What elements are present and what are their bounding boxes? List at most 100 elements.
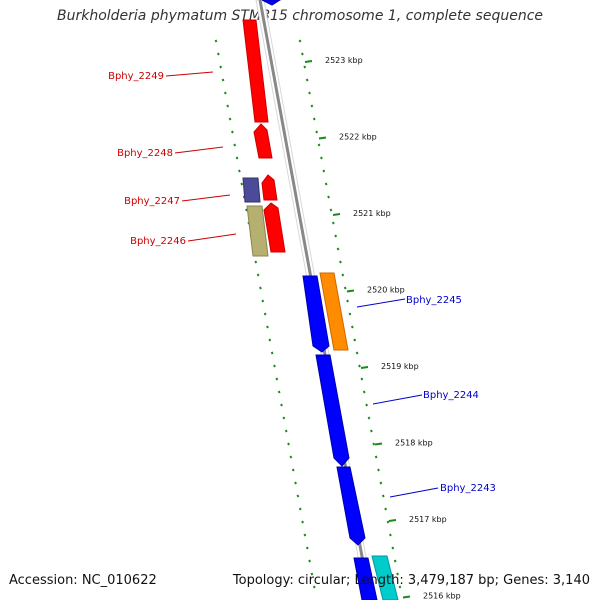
ruler-tick	[238, 169, 241, 173]
ruler-tick	[324, 182, 328, 186]
gene-top-blue-arrow[interactable]	[261, 0, 281, 6]
ruler-kbp-label: 2519 kbp	[381, 362, 419, 371]
ruler-tick	[320, 156, 323, 160]
ruler-major-tick	[388, 519, 397, 522]
label-bphy-2248[interactable]: Bphy_2248	[117, 148, 173, 159]
ruler-tick	[396, 572, 399, 576]
label-bphy-2246[interactable]: Bphy_2246	[130, 236, 186, 247]
gene-bphy-2249-arrow[interactable]	[242, 19, 269, 123]
ruler-major-tick	[318, 136, 327, 140]
ruler-tick	[263, 312, 267, 316]
ruler-tick	[245, 208, 248, 212]
ruler-tick	[386, 520, 390, 524]
gene-purple-feature[interactable]	[242, 177, 261, 203]
ruler-tick	[308, 91, 311, 95]
ruler-tick	[329, 208, 333, 212]
ruler-tick	[277, 390, 281, 394]
ruler-tick	[287, 442, 290, 446]
ruler-tick	[350, 325, 354, 329]
leader-bphy-2246	[187, 233, 237, 242]
ruler-tick	[308, 559, 311, 563]
ruler-kbp-label: 2516 kbp	[423, 592, 461, 600]
ruler-tick	[393, 559, 397, 563]
ruler-tick	[282, 416, 286, 420]
ruler-major-tick	[402, 595, 411, 599]
ruler-tick	[331, 221, 335, 225]
ruler-tick	[346, 299, 349, 303]
ruler-tick	[289, 455, 293, 459]
ruler-tick	[305, 78, 309, 82]
ruler-tick	[284, 429, 288, 433]
ruler-labels: 2523 kbp 2522 kbp 2521 kbp 2520 kbp 2519 kbp…	[325, 56, 461, 600]
ruler-tick	[214, 39, 218, 43]
leader-bphy-2244	[372, 394, 423, 405]
ruler-tick	[275, 377, 279, 381]
ruler-tick	[310, 104, 314, 108]
label-bphy-2244[interactable]: Bphy_2244	[423, 390, 479, 401]
ruler-tick	[374, 455, 378, 459]
ruler-tick	[303, 65, 307, 69]
ruler-tick	[300, 52, 304, 56]
ruler-tick	[219, 65, 223, 69]
ruler-tick	[360, 377, 364, 381]
ruler-tick	[310, 572, 314, 576]
ruler-tick	[228, 117, 232, 121]
ruler-tick	[216, 52, 220, 56]
ruler-tick	[266, 325, 269, 329]
ruler-kbp-label: 2523 kbp	[325, 56, 363, 65]
map-title: Burkholderia phymatum STM815 chromosome …	[56, 8, 543, 24]
ruler-tick	[327, 195, 330, 199]
ruler-tick	[301, 520, 304, 524]
ruler-tick	[398, 585, 402, 589]
ruler-tick	[336, 247, 340, 251]
ruler-major-tick	[332, 213, 341, 216]
ruler-tick	[362, 390, 366, 394]
ruler-tick	[305, 546, 309, 550]
ruler-tick	[240, 182, 244, 186]
gene-bottom-blue[interactable]	[353, 557, 378, 600]
gene-olive-feature[interactable]	[246, 205, 269, 257]
ruler-major-tick	[304, 60, 313, 63]
gene-bphy-2244-arrow[interactable]	[315, 354, 350, 467]
ruler-tick	[280, 403, 283, 407]
label-bphy-2247[interactable]: Bphy_2247	[124, 196, 180, 207]
ruler-kbp-label: 2518 kbp	[395, 439, 433, 448]
ruler-tick	[372, 442, 376, 446]
ruler-tick	[298, 507, 302, 511]
gene-bphy-2245-arrow[interactable]	[302, 275, 330, 353]
gene-bphy-2247-arrow[interactable]	[261, 174, 278, 201]
ruler-kbp-label: 2521 kbp	[353, 209, 391, 218]
ruler-tick	[296, 494, 300, 498]
ruler-tick	[334, 234, 338, 238]
gene-cyan-feature[interactable]	[371, 555, 399, 600]
leader-bphy-2249	[165, 71, 214, 77]
gene-bphy-2248-arrow[interactable]	[253, 123, 273, 159]
label-bphy-2245[interactable]: Bphy_2245	[406, 295, 462, 306]
ruler-tick	[233, 143, 237, 147]
ruler-tick	[254, 260, 258, 264]
ruler-tick	[259, 286, 262, 290]
ruler-tick	[315, 130, 319, 134]
label-bphy-2249[interactable]: Bphy_2249	[108, 71, 164, 82]
ruler-tick	[256, 273, 260, 277]
leader-bphy-2243	[389, 487, 439, 498]
gene-orange-feature[interactable]	[319, 272, 349, 351]
gene-bphy-2246-arrow[interactable]	[263, 202, 286, 253]
label-bphy-2243[interactable]: Bphy_2243	[440, 483, 496, 494]
ruler-tick	[261, 299, 265, 303]
ruler-tick	[367, 416, 371, 420]
ruler-tick	[273, 364, 276, 368]
leader-bphy-2245	[356, 298, 406, 308]
ruler-major-tick	[374, 442, 383, 446]
ruler-tick	[389, 533, 392, 537]
gene-bphy-2243-arrow[interactable]	[336, 466, 366, 546]
ruler-kbp-label: 2517 kbp	[409, 515, 447, 524]
ruler-tick	[303, 533, 307, 537]
ruler-tick	[298, 39, 302, 43]
ruler-tick	[343, 286, 347, 290]
ruler-tick	[353, 338, 357, 342]
ruler-tick	[226, 104, 230, 108]
ruler-tick	[365, 403, 369, 407]
ruler-tick	[377, 468, 380, 472]
